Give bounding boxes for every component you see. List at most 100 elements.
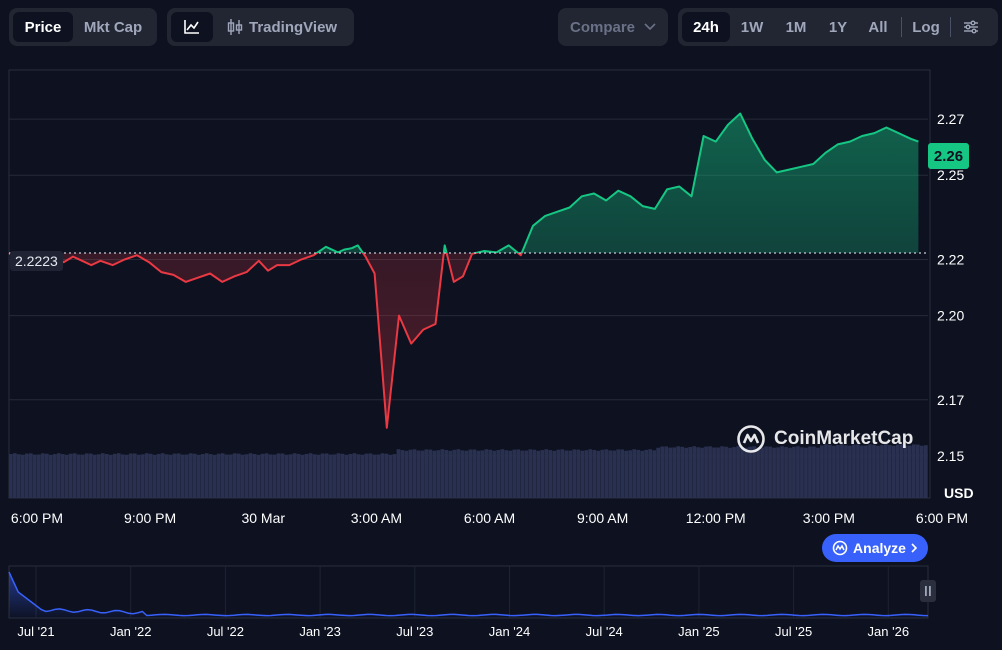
volume-bar (244, 454, 249, 498)
range-1y[interactable]: 1Y (828, 18, 848, 36)
volume-bar (832, 445, 836, 498)
volume-bar (500, 449, 505, 498)
volume-bar (56, 453, 61, 498)
volume-bar (672, 447, 676, 498)
volume-bar (148, 453, 153, 498)
volume-bar (128, 453, 133, 498)
volume-bar (312, 454, 317, 498)
volume-bar (632, 449, 636, 498)
volume-bar (37, 454, 41, 498)
line-chart-button[interactable] (171, 12, 213, 42)
tab-price[interactable]: Price (13, 12, 73, 42)
volume-bar (596, 450, 601, 498)
pause-button[interactable] (920, 580, 936, 602)
volume-bar (564, 450, 569, 498)
overview-x-tick-label: Jan '26 (868, 624, 910, 639)
x-tick-label: 6:00 PM (916, 510, 968, 526)
volume-bar (868, 444, 872, 498)
range-1w[interactable]: 1W (740, 18, 764, 36)
analyze-button[interactable]: Analyze (822, 534, 928, 562)
volume-bar (300, 454, 305, 498)
compare-label: Compare (570, 18, 636, 36)
volume-bar (768, 446, 772, 498)
x-tick-label: 9:00 PM (124, 510, 176, 526)
volume-bar (720, 446, 724, 498)
volume-bar (760, 447, 764, 498)
volume-bar (508, 450, 513, 498)
compare-dropdown[interactable]: Compare (558, 8, 668, 46)
volume-bar (660, 446, 664, 498)
volume-bar (712, 447, 716, 498)
range-24h[interactable]: 24h (682, 12, 730, 42)
overview-x-tick-label: Jan '25 (678, 624, 720, 639)
y-tick-label: 2.27 (937, 111, 964, 127)
volume-bar (756, 447, 760, 498)
volume-bar (496, 450, 501, 498)
volume-bar (156, 453, 161, 498)
x-tick-label: 30 Mar (241, 510, 285, 526)
volume-bar (836, 445, 840, 498)
volume-bar (100, 453, 105, 498)
volume-bar (628, 450, 632, 498)
volume-bar (540, 450, 545, 498)
x-tick-label: 6:00 AM (464, 510, 515, 526)
volume-bar (116, 453, 121, 498)
volume-bar (272, 454, 277, 498)
volume-bar (800, 447, 804, 498)
volume-bar (92, 454, 97, 498)
tab-mkt-cap[interactable]: Mkt Cap (83, 18, 143, 36)
volume-bar (184, 454, 189, 498)
volume-bar (552, 450, 557, 498)
price-line-up (9, 112, 919, 253)
volume-bar (276, 453, 281, 498)
volume-bar (448, 450, 453, 498)
volume-bar (764, 446, 768, 498)
volume-bar (452, 449, 457, 498)
volume-bar (804, 447, 808, 498)
volume-bar (708, 446, 712, 498)
volume-bar (648, 449, 652, 498)
volume-bar (308, 453, 313, 498)
volume-bar (724, 446, 728, 498)
y-tick-label: 2.17 (937, 392, 964, 408)
volume-bar (172, 453, 177, 498)
volume-bar (824, 444, 828, 498)
volume-bar (680, 446, 684, 498)
chart-settings-button[interactable] (954, 12, 988, 42)
overview-x-tick-label: Jul '24 (586, 624, 623, 639)
volume-bar (732, 447, 736, 498)
volume-bar (33, 454, 37, 498)
volume-bar (624, 450, 628, 498)
volume-bar (208, 454, 213, 498)
volume-bar (548, 450, 553, 498)
volume-bar (688, 447, 692, 498)
volume-bar (144, 453, 149, 498)
volume-bar (616, 449, 620, 498)
log-scale-button[interactable]: Log (912, 18, 940, 36)
volume-bar (848, 445, 852, 498)
range-1m[interactable]: 1M (785, 18, 807, 36)
volume-bar (852, 444, 856, 498)
volume-bar (232, 453, 237, 498)
range-all[interactable]: All (868, 18, 888, 36)
volume-bar (268, 454, 273, 498)
volume-bar (700, 447, 704, 498)
volume-bar (120, 454, 125, 498)
volume-bar (812, 446, 816, 498)
volume-bar (216, 453, 221, 498)
volume-bar (744, 447, 748, 498)
volume-bar (416, 450, 421, 498)
volume-bar (364, 453, 369, 498)
volume-bar (792, 446, 796, 498)
volume-bar (96, 454, 101, 498)
volume-bar (432, 450, 437, 498)
volume-bar (860, 445, 864, 498)
volume-bar (376, 454, 381, 498)
volume-bar (204, 453, 209, 498)
volume-bar (872, 444, 876, 498)
volume-bar (188, 453, 193, 498)
volume-bar (476, 450, 481, 498)
tradingview-button[interactable]: TradingView (213, 12, 345, 42)
volume-bar (656, 447, 660, 498)
